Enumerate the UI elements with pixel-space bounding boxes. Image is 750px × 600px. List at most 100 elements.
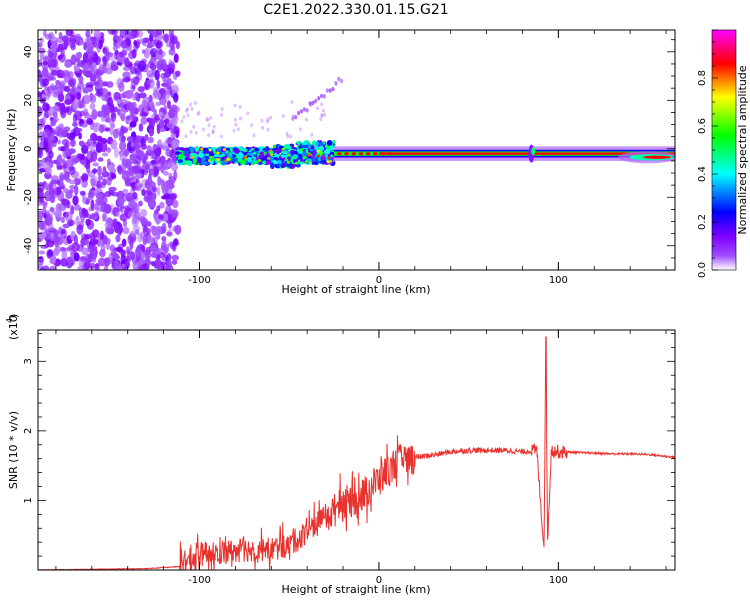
- heatmap-cell: [166, 231, 173, 237]
- heatmap-cell: [88, 194, 94, 201]
- heatmap-cell: [112, 44, 118, 52]
- heatmap-cell: [158, 126, 167, 132]
- heatmap-cell: [109, 244, 115, 253]
- heatmap-cell: [190, 106, 194, 111]
- heatmap-cell: [207, 123, 211, 128]
- heatmap-cell: [118, 51, 124, 58]
- heatmap-cell: [239, 159, 247, 165]
- heatmap-cell: [44, 33, 53, 40]
- heatmap-cell: [326, 140, 333, 146]
- heatmap-cell: [170, 133, 177, 138]
- heatmap-cell: [141, 188, 146, 196]
- heatmap-cell: [121, 135, 126, 143]
- heatmap-cell: [285, 131, 289, 136]
- heatmap-cell: [103, 257, 111, 267]
- heatmap-cell: [110, 112, 117, 122]
- heatmap-cell: [96, 180, 103, 190]
- heatmap-cell: [54, 104, 59, 111]
- heatmap-cell: [107, 171, 115, 182]
- heatmap-cell: [166, 86, 173, 95]
- heatmap-cell: [315, 141, 320, 146]
- heatmap-cell: [290, 100, 294, 105]
- heatmap-cell: [48, 181, 53, 189]
- heatmap-cell: [98, 64, 105, 75]
- heatmap-cell: [65, 211, 73, 223]
- heatmap-cell: [171, 242, 177, 252]
- heatmap-cell: [154, 225, 162, 235]
- heatmap-cell: [97, 257, 106, 267]
- heatmap-cell: [132, 225, 141, 232]
- heatmap-cell: [49, 231, 56, 242]
- heatmap-cell: [73, 65, 80, 72]
- heatmap-cell: [107, 97, 114, 107]
- heatmap-cell: [173, 92, 179, 103]
- heatmap-cell: [154, 69, 160, 81]
- heatmap-cell: [87, 244, 94, 250]
- heatmap-cell: [59, 184, 66, 190]
- heatmap-cell: [83, 261, 91, 270]
- heatmap-cell: [79, 190, 86, 196]
- heatmap-cell: [201, 160, 208, 165]
- heatmap-cell: [81, 247, 90, 256]
- heatmap-cell: [155, 30, 163, 36]
- heatmap-cell: [128, 112, 136, 122]
- heatmap-cell: [284, 143, 291, 150]
- heatmap-cell: [147, 199, 157, 209]
- heatmap-cell: [75, 128, 83, 133]
- heatmap-cell: [302, 155, 307, 159]
- heatmap-cell: [60, 232, 65, 239]
- heatmap-cell: [216, 151, 220, 155]
- heatmap-cell: [55, 203, 63, 214]
- heatmap-cell: [93, 81, 100, 86]
- heatmap-cell: [253, 151, 257, 155]
- heatmap-cell: [41, 93, 46, 99]
- heatmap-cell: [153, 249, 159, 254]
- heatmap-cell: [93, 39, 100, 49]
- heatmap-cell: [52, 111, 58, 119]
- colorbar-gradient: [711, 29, 737, 271]
- heatmap-cell: [121, 158, 126, 168]
- heatmap-cell: [122, 165, 126, 176]
- heatmap-cell: [102, 178, 107, 186]
- heatmap-cell: [39, 51, 45, 61]
- heatmap-cell: [140, 244, 146, 251]
- heatmap-cell: [94, 262, 99, 269]
- heatmap-cell: [49, 196, 56, 204]
- colorbar-tick-label: 0.8: [697, 70, 708, 86]
- heatmap-cell: [272, 160, 278, 165]
- heatmap-cell: [65, 147, 70, 152]
- heatmap-cell: [298, 150, 302, 155]
- heatmap-cell: [142, 249, 151, 255]
- heatmap-cell: [200, 147, 204, 151]
- heatmap-cell: [166, 122, 173, 128]
- heatmap-cell: [114, 223, 120, 232]
- heatmap-cell: [314, 98, 318, 104]
- heatmap-cell: [89, 65, 95, 74]
- heatmap-cell: [51, 69, 59, 76]
- heatmap-cell: [64, 150, 69, 157]
- heatmap-cell: [302, 107, 306, 112]
- heatmap-cell: [138, 200, 143, 207]
- heatmap-cell: [319, 117, 323, 122]
- heatmap-cell: [150, 63, 157, 71]
- heatmap-cell: [295, 161, 299, 165]
- heatmap-cell: [270, 153, 274, 157]
- colorbar-label: Normalized spectral amplitude: [736, 65, 749, 234]
- heatmap-cell: [62, 163, 68, 169]
- y-tick-label: 40: [23, 45, 34, 58]
- heatmap-cell: [70, 95, 75, 102]
- colorbar-tick-label: 0.2: [697, 214, 708, 230]
- heatmap-cell: [57, 127, 65, 138]
- heatmap-cell: [106, 227, 114, 235]
- heatmap-cell: [269, 149, 273, 153]
- heatmap-cell: [365, 152, 371, 156]
- heatmap-cell: [80, 174, 85, 182]
- heatmap-cell: [314, 144, 319, 151]
- heatmap-cell: [154, 114, 160, 119]
- heatmap-cell: [281, 147, 285, 151]
- heatmap-cell: [64, 171, 68, 181]
- heatmap-cell: [161, 213, 169, 222]
- heatmap-cell: [232, 128, 236, 133]
- heatmap-cell: [321, 108, 325, 113]
- heatmap-cell: [89, 103, 96, 110]
